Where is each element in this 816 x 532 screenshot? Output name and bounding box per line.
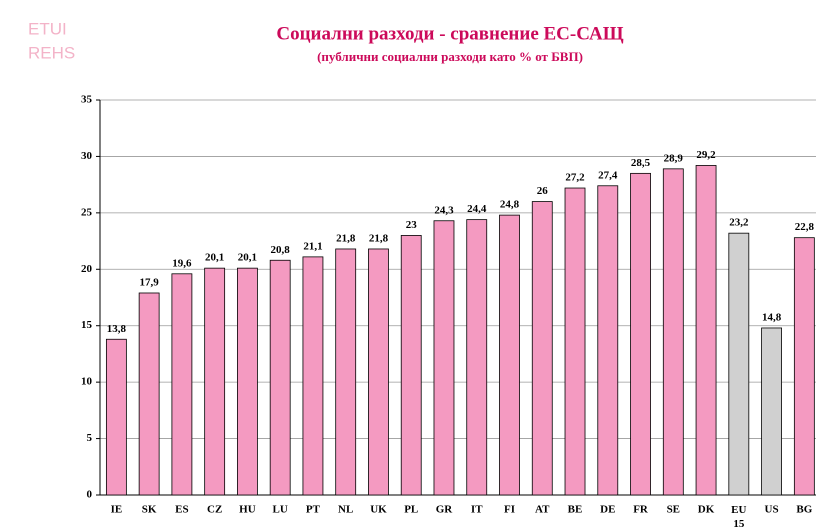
bar xyxy=(564,187,586,496)
bar xyxy=(499,214,520,496)
bar xyxy=(597,185,619,496)
bar xyxy=(695,165,717,496)
x-tick-label: PT xyxy=(306,504,321,516)
bar xyxy=(662,168,684,496)
value-label: 17,9 xyxy=(140,277,160,289)
value-label: 20,1 xyxy=(205,252,224,264)
x-tick-label: HU xyxy=(239,504,256,516)
y-tick-label: 20 xyxy=(81,263,93,275)
value-label: 21,8 xyxy=(369,233,389,245)
x-tick-label: NL xyxy=(338,504,353,516)
x-tick-label: US xyxy=(765,504,779,516)
x-tick-label: FI xyxy=(504,504,515,516)
y-tick-label: 0 xyxy=(87,489,93,501)
value-label: 19,6 xyxy=(172,257,192,269)
x-tick-label: EU 15 xyxy=(731,504,746,530)
x-tick-label: UK xyxy=(370,504,387,516)
x-tick-label: BE xyxy=(568,504,583,516)
value-label: 24,3 xyxy=(434,204,454,216)
x-tick-label: FR xyxy=(633,504,649,516)
x-tick-label: ES xyxy=(175,504,188,516)
y-tick-label: 5 xyxy=(87,432,93,444)
x-tick-label: BG xyxy=(796,504,812,516)
bar xyxy=(138,292,160,496)
x-tick-label: DK xyxy=(698,504,715,516)
bar xyxy=(302,256,324,496)
bar xyxy=(335,248,357,496)
logo: ETUI xyxy=(28,19,67,38)
value-label: 23 xyxy=(406,219,418,231)
value-label: 21,8 xyxy=(336,233,356,245)
y-tick-label: 10 xyxy=(81,376,93,388)
value-label: 21,1 xyxy=(303,240,322,252)
y-tick-label: 25 xyxy=(81,206,93,218)
x-tick-label: IE xyxy=(111,504,123,516)
bar xyxy=(171,273,193,496)
value-label: 24,8 xyxy=(500,199,520,211)
value-label: 27,2 xyxy=(565,172,585,184)
chart-subtitle: (публични социални разходи като % от БВП… xyxy=(317,49,583,64)
bar xyxy=(204,267,226,496)
bar xyxy=(466,219,488,496)
value-label: 27,4 xyxy=(598,169,618,181)
y-tick-label: 35 xyxy=(81,94,93,106)
bar xyxy=(728,232,750,496)
x-tick-label: SK xyxy=(142,504,157,516)
bar xyxy=(630,172,651,496)
x-tick-label: LU xyxy=(273,504,288,516)
bar xyxy=(269,259,291,496)
value-label: 24,4 xyxy=(467,203,487,215)
value-label: 20,8 xyxy=(271,244,291,256)
x-tick-label: CZ xyxy=(207,504,222,516)
x-tick-label: DE xyxy=(600,504,615,516)
chart-title: Социални разходи - сравнение ЕС-САЩ xyxy=(276,23,623,44)
x-tick-label: SE xyxy=(667,504,680,516)
x-tick-label: IT xyxy=(471,504,483,516)
x-tick-label: AT xyxy=(535,504,550,516)
x-tick-label: PL xyxy=(404,504,418,516)
value-label: 20,1 xyxy=(238,252,257,264)
x-tick-label: GR xyxy=(436,504,454,516)
bar xyxy=(237,267,258,496)
bar xyxy=(531,201,553,496)
bar xyxy=(761,327,782,496)
y-tick-label: 15 xyxy=(81,319,93,331)
value-label: 29,2 xyxy=(696,149,716,161)
value-label: 28,9 xyxy=(664,152,684,164)
y-tick-label: 30 xyxy=(81,150,93,162)
bar xyxy=(793,237,815,496)
value-label: 26 xyxy=(537,185,549,197)
bar xyxy=(368,248,389,496)
value-label: 28,5 xyxy=(631,157,651,169)
value-label: 23,2 xyxy=(729,217,749,229)
bar xyxy=(433,220,455,496)
value-label: 22,8 xyxy=(795,221,815,233)
bar xyxy=(400,235,422,496)
bar xyxy=(105,338,127,496)
value-label: 13,8 xyxy=(107,323,127,335)
logo: REHS xyxy=(28,43,75,62)
value-label: 14,8 xyxy=(762,312,782,324)
